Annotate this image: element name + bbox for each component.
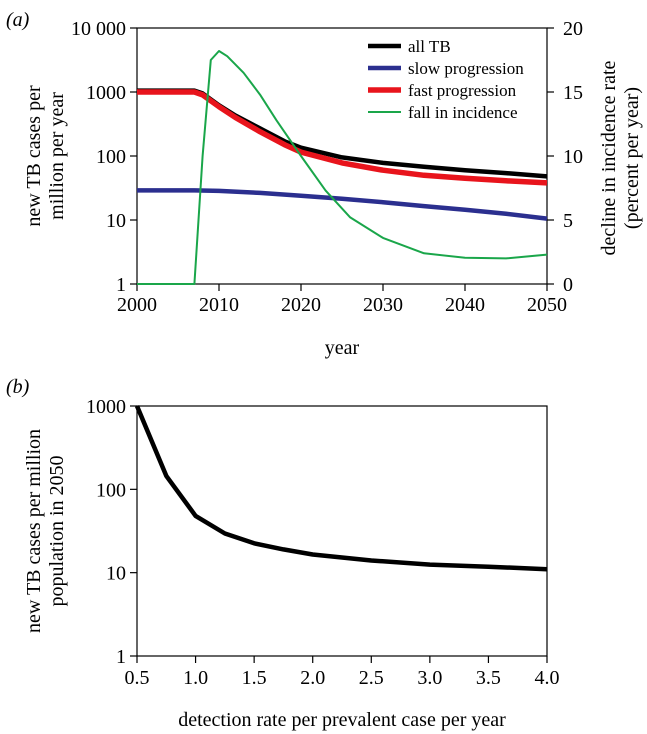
panel-b-y-axis-label-line: population in 2050 — [46, 455, 68, 606]
legend-label-fast-progression: fast progression — [408, 81, 517, 100]
panel-b-x-tick-label: 3.5 — [476, 667, 501, 689]
panel-b-x-tick-label: 1.5 — [242, 667, 267, 689]
series-line-fall-in-incidence — [137, 50, 548, 285]
panel-b-x-tick-label: 3.0 — [417, 667, 442, 689]
panel-b-x-tick-label: 4.0 — [535, 667, 560, 689]
series-line-fast-progression — [137, 89, 548, 186]
panel-a-right-tick-label: 5 — [563, 210, 573, 232]
panel-a-left-tick-label: 10 — [106, 210, 126, 232]
panel-a-right-axis-label-line: (percent per year) — [621, 87, 643, 229]
panel-a-x-axis-label: year — [325, 337, 360, 359]
panel-a-label: (a) — [6, 9, 30, 31]
panel-a-legend: all TB slow progression fast progression fa… — [368, 37, 524, 122]
panel-a-right-axis-label-line: decline in incidence rate — [598, 60, 620, 255]
panel-a-right-tick-label: 10 — [563, 146, 583, 168]
panel-b-label: (b) — [6, 376, 30, 398]
panel-a-left-axis-label-line: new TB cases per — [23, 85, 45, 227]
panel-a-left-axis-label: new TB cases per million per year — [23, 85, 68, 227]
series-line-slow-progression — [137, 188, 548, 221]
legend-label-all-tb: all TB — [408, 37, 451, 56]
panel-a-left-tick-label: 1000 — [86, 82, 126, 104]
panel-a-chart: 1 10 100 1000 10 000 0 5 10 15 20 2000 2010 2020 20… — [23, 18, 643, 359]
panel-a-x-tick-label: 2040 — [445, 294, 485, 316]
panel-a-left-tick-label: 10 000 — [71, 18, 126, 40]
panel-b-y-tick-label: 100 — [96, 479, 126, 501]
legend-label-slow-progression: slow progression — [408, 59, 524, 78]
panel-a-left-tick-label: 1 — [116, 274, 126, 296]
panel-b-series-line — [134, 405, 548, 572]
panel-b-y-tick-label: 1 — [116, 646, 126, 668]
panel-a-left-axis-label-line: million per year — [46, 92, 68, 220]
panel-b-plot-frame — [136, 405, 548, 657]
panel-b-y-axis-label-line: new TB cases per million — [23, 429, 45, 633]
panel-b-chart: 1 10 100 1000 0.5 1.0 1.5 2.0 2.5 3.0 3.5 4.0 dete… — [23, 396, 560, 731]
panel-b-y-tick-label: 1000 — [86, 396, 126, 418]
panel-a-right-tick-label: 15 — [563, 82, 583, 104]
panel-a-right-tick-label: 0 — [563, 274, 573, 296]
panel-a-x-tick-label: 2050 — [527, 294, 567, 316]
panel-a-right-tick-label: 20 — [563, 18, 583, 40]
panel-a-x-tick-label: 2010 — [199, 294, 239, 316]
panel-b-x-tick-label: 2.5 — [359, 667, 384, 689]
panel-b-y-axis-label: new TB cases per million population in 20… — [23, 429, 68, 633]
panel-a-x-tick-label: 2020 — [281, 294, 321, 316]
panel-a-left-tick-label: 100 — [96, 146, 126, 168]
panel-b-x-tick-label: 0.5 — [125, 667, 150, 689]
panel-b-x-axis-label: detection rate per prevalent case per ye… — [178, 709, 506, 731]
panel-a-x-tick-label: 2000 — [117, 294, 157, 316]
panel-a-right-axis-label: decline in incidence rate (percent per ye… — [598, 60, 643, 255]
panel-b-x-tick-label: 2.0 — [300, 667, 325, 689]
panel-b-y-tick-label: 10 — [106, 563, 126, 585]
panel-a-x-tick-label: 2030 — [363, 294, 403, 316]
legend-label-fall-in-incidence: fall in incidence — [408, 103, 518, 122]
panel-b-x-tick-label: 1.0 — [183, 667, 208, 689]
